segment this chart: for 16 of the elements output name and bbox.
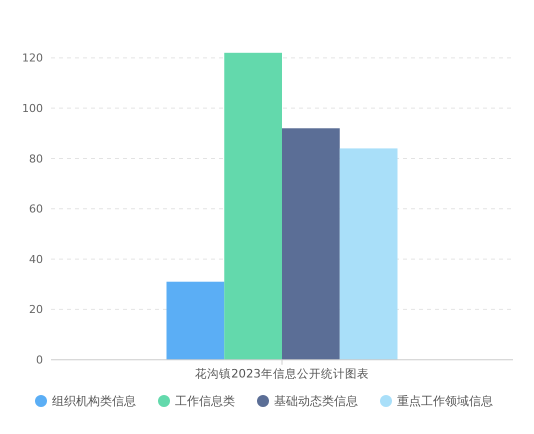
legend-label: 工作信息类 bbox=[175, 394, 235, 408]
bar bbox=[224, 52, 282, 360]
y-tick-label: 60 bbox=[29, 202, 43, 216]
legend-label: 组织机构类信息 bbox=[52, 394, 136, 408]
bar bbox=[166, 282, 224, 360]
y-tick-label: 40 bbox=[29, 252, 43, 266]
y-tick-label: 80 bbox=[29, 152, 43, 166]
bar bbox=[282, 128, 340, 360]
y-tick-label: 100 bbox=[22, 102, 43, 115]
y-tick-label: 20 bbox=[29, 303, 43, 316]
y-tick-label: 0 bbox=[36, 354, 43, 367]
legend-label: 基础动态类信息 bbox=[274, 394, 358, 408]
legend-label: 重点工作领域信息 bbox=[397, 394, 493, 408]
bar bbox=[340, 148, 398, 360]
y-tick-label: 120 bbox=[22, 52, 43, 65]
x-tick-label: 花沟镇2023年信息公开统计图表 bbox=[195, 366, 369, 381]
